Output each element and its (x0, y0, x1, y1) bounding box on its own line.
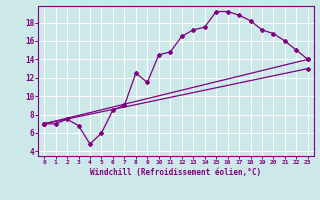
X-axis label: Windchill (Refroidissement éolien,°C): Windchill (Refroidissement éolien,°C) (91, 168, 261, 177)
